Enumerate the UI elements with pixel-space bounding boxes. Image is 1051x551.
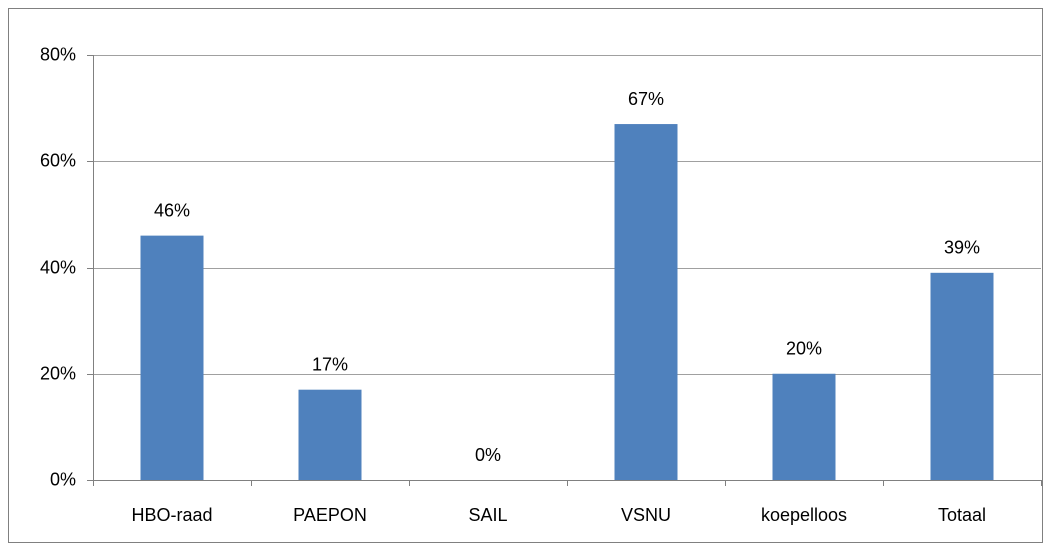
bar [140, 235, 204, 480]
bar [930, 272, 994, 480]
x-tick-label: SAIL [468, 505, 507, 525]
x-tick-label: PAEPON [293, 505, 367, 525]
x-tick-label: koepelloos [761, 505, 847, 525]
y-tick-label: 80% [40, 44, 76, 64]
bar [298, 389, 362, 480]
bar [614, 124, 678, 480]
x-tick-label: VSNU [621, 505, 671, 525]
y-tick-label: 40% [40, 257, 76, 277]
data-label: 0% [475, 445, 501, 465]
bar [772, 373, 836, 480]
data-label: 20% [786, 339, 822, 359]
x-tick-label: HBO-raad [131, 505, 212, 525]
data-label: 46% [154, 200, 190, 220]
y-tick-label: 0% [50, 469, 76, 489]
data-label: 67% [628, 89, 664, 109]
data-label: 17% [312, 354, 348, 374]
x-tick-label: Totaal [938, 505, 986, 525]
y-tick-label: 60% [40, 150, 76, 170]
data-label: 39% [944, 238, 980, 258]
y-tick-label: 20% [40, 363, 76, 383]
